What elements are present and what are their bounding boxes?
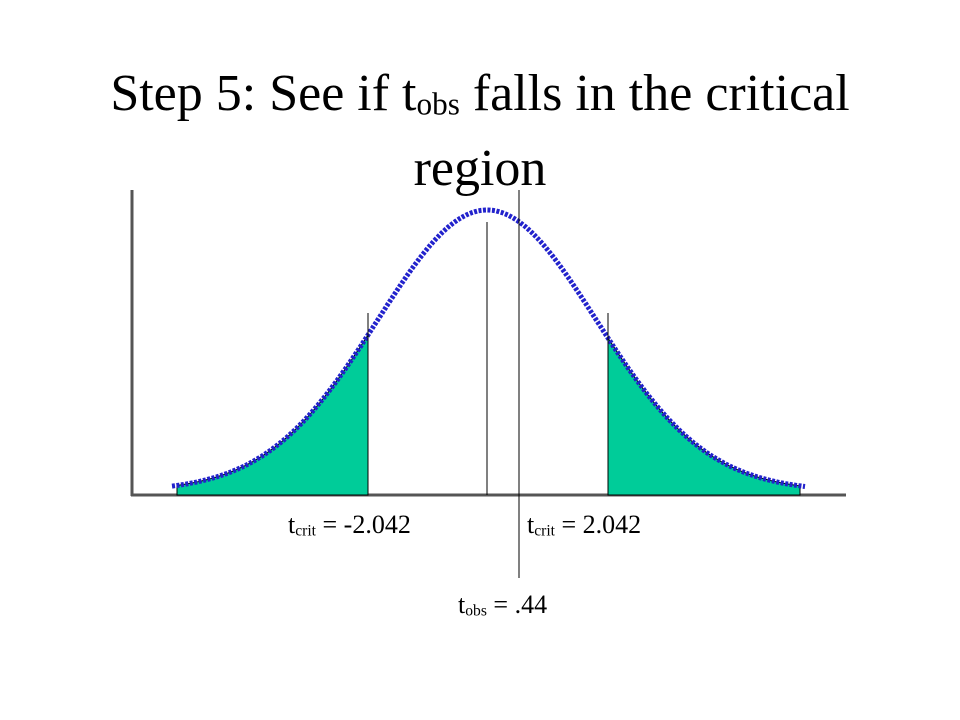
distribution-curve	[171, 207, 806, 489]
label-text: t	[288, 510, 296, 539]
label-text: = 2.042	[561, 510, 642, 539]
title-subscript: obs	[416, 86, 460, 122]
observed-label: tobs = .44	[458, 590, 547, 620]
label-subscript: crit	[295, 522, 317, 540]
label-subscript: crit	[534, 522, 556, 540]
label-text: = .44	[493, 590, 548, 619]
label-text: t	[458, 590, 466, 619]
right-critical-region	[607, 336, 801, 496]
label-text: t	[527, 510, 535, 539]
left-critical-region	[176, 333, 369, 496]
title-text: Step 5: See if t	[110, 65, 417, 122]
slide-title: Step 5: See if tobs falls in the critical…	[100, 62, 860, 201]
label-subscript: obs	[465, 602, 487, 620]
title-text: falls in the critical region	[413, 65, 850, 197]
label-text: = -2.042	[322, 510, 411, 539]
right-critical-label: tcrit = 2.042	[527, 510, 641, 540]
left-critical-label: tcrit = -2.042	[288, 510, 411, 540]
